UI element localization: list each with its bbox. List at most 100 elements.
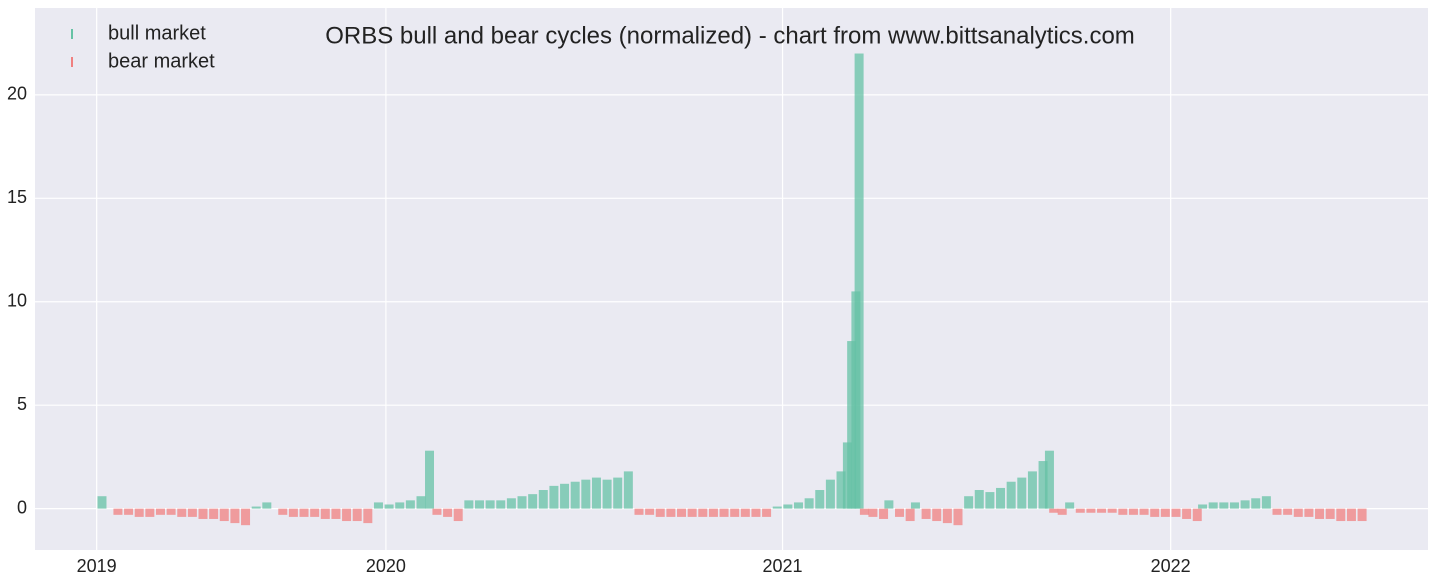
- bar: [719, 508, 729, 517]
- y-tick-label: 0: [17, 497, 27, 517]
- bar: [1336, 508, 1346, 522]
- bar: [879, 508, 889, 519]
- bar: [251, 506, 261, 509]
- bar: [288, 508, 298, 517]
- bar: [1293, 508, 1303, 517]
- bar: [560, 483, 570, 509]
- bar: [1315, 508, 1325, 519]
- bar: [230, 508, 240, 524]
- bar: [549, 485, 559, 509]
- bar: [1044, 450, 1054, 509]
- bar: [1304, 508, 1314, 517]
- bar: [177, 508, 187, 517]
- bar: [751, 508, 761, 517]
- bar: [464, 500, 474, 509]
- bar: [677, 508, 687, 517]
- bar: [299, 508, 309, 517]
- bar: [219, 508, 229, 522]
- bar: [1325, 508, 1335, 519]
- y-tick-label: 5: [17, 394, 27, 414]
- y-tick-label: 15: [7, 187, 27, 207]
- bar: [895, 508, 905, 517]
- bar: [996, 487, 1006, 509]
- bar: [868, 508, 878, 517]
- bar: [974, 490, 984, 509]
- bar: [623, 471, 633, 509]
- bar: [496, 500, 506, 509]
- bar: [1171, 508, 1181, 517]
- chart-title: ORBS bull and bear cycles (normalized) -…: [325, 22, 1135, 49]
- bar: [655, 508, 665, 517]
- bar: [1139, 508, 1149, 515]
- bar: [772, 506, 782, 509]
- bar: [953, 508, 963, 526]
- legend: bull market bear market: [71, 22, 215, 72]
- x-tick-label: 2020: [366, 556, 406, 576]
- bar: [113, 508, 123, 515]
- bar: [1160, 508, 1170, 517]
- bar: [474, 500, 484, 509]
- bar: [1065, 502, 1075, 509]
- bar: [1208, 502, 1218, 509]
- bar: [708, 508, 718, 517]
- labels: 0 5 10 15 20 2019 2020 2021 2022: [7, 84, 1191, 576]
- bar: [405, 500, 415, 509]
- bar: [942, 508, 952, 524]
- bar: [698, 508, 708, 517]
- bar: [187, 508, 197, 517]
- y-tick-label: 10: [7, 291, 27, 311]
- bar: [384, 504, 394, 509]
- bar: [762, 508, 772, 517]
- bar: [905, 508, 915, 522]
- bar: [859, 508, 869, 515]
- bar: [1283, 508, 1293, 515]
- bar: [198, 508, 208, 519]
- bar: [155, 508, 165, 515]
- x-tick-label: 2019: [77, 556, 117, 576]
- bar: [1198, 504, 1208, 509]
- bar: [1006, 481, 1016, 509]
- bar: [425, 450, 435, 509]
- bar: [241, 508, 251, 526]
- bar: [613, 477, 623, 509]
- bar: [591, 477, 601, 509]
- bar: [570, 481, 580, 509]
- bar: [825, 479, 835, 509]
- plot-area: [35, 8, 1428, 550]
- bar: [528, 494, 538, 509]
- bar: [166, 508, 176, 515]
- bar: [416, 496, 426, 509]
- bar: [373, 502, 383, 509]
- bar: [1038, 461, 1048, 509]
- bars: [97, 53, 1367, 526]
- bar: [964, 496, 974, 509]
- bar: [1357, 508, 1367, 522]
- bar: [1251, 498, 1261, 509]
- bar: [124, 508, 134, 515]
- bar: [1118, 508, 1128, 515]
- bar: [687, 508, 697, 517]
- bar: [985, 492, 995, 509]
- bar: [1261, 496, 1271, 509]
- bar: [634, 508, 644, 515]
- bar: [443, 508, 453, 517]
- bar: [1192, 508, 1202, 522]
- bar: [320, 508, 330, 519]
- legend-label: bull market: [108, 22, 206, 44]
- bar: [854, 53, 864, 509]
- bar: [517, 496, 527, 509]
- bar: [485, 500, 495, 509]
- bar: [602, 479, 612, 509]
- bar: [310, 508, 320, 517]
- bar: [97, 496, 107, 509]
- bar: [1017, 477, 1027, 509]
- bar: [1219, 502, 1229, 509]
- bar: [1049, 508, 1059, 513]
- bar: [932, 508, 942, 522]
- y-tick-label: 20: [7, 84, 27, 104]
- bar: [1150, 508, 1160, 517]
- bar: [262, 502, 272, 509]
- bar: [1086, 508, 1096, 513]
- bar: [453, 508, 463, 522]
